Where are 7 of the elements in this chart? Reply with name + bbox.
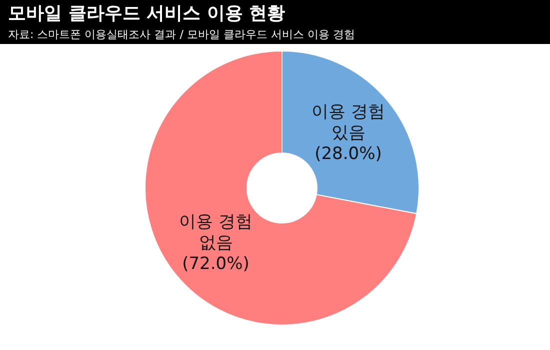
slice-label: 이용 경험 없음	[179, 211, 252, 252]
donut-slice	[144, 50, 418, 326]
data-label: (72.0%)	[182, 253, 250, 274]
slice-label: 이용 경험 있음	[312, 102, 385, 143]
chart-title: 모바일 클라우드 서비스 이용 현황	[8, 3, 286, 24]
data-label: (28.0%)	[314, 144, 382, 164]
chart-subtitle: 자료: 스마트폰 이용실태조사 결과 / 모바일 클라우드 서비스 이용 경험	[8, 28, 355, 41]
